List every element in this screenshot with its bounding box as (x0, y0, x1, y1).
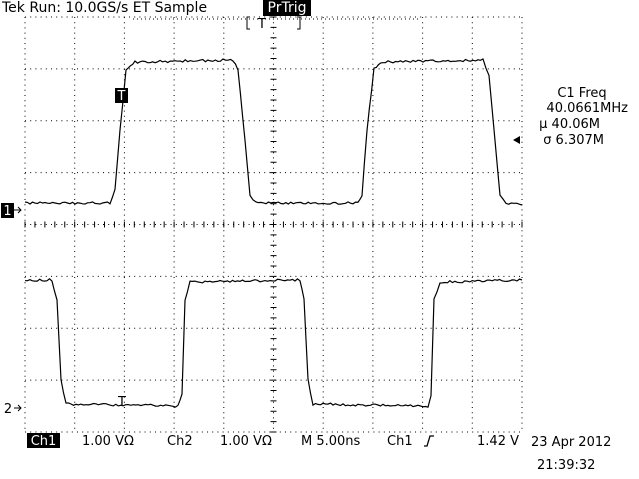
date: 23 Apr 2012 (531, 435, 611, 450)
trigger-slope-icon (424, 435, 434, 447)
graticule (24, 16, 523, 433)
channel-1-marker-box (1, 203, 14, 218)
ch1-scale: 1.00 VΩ (82, 434, 134, 449)
ch2-label: Ch2 (167, 434, 193, 449)
channel-2-waveform (25, 278, 523, 408)
ch1-label: Ch1 (31, 434, 57, 449)
timebase: M 5.00ns (301, 434, 361, 449)
measurement-mean: μ 40.06M (539, 117, 600, 132)
channel-1-waveform (24, 58, 523, 206)
status-text: Tek Run: 10.0GS/s ET Sample (1, 0, 207, 16)
trigger-state: PrTrig (268, 0, 307, 16)
channel-1-marker: 1 (3, 204, 11, 219)
channel-2-trigger-marker: T (117, 395, 126, 410)
measurement-label: C1 Freq (557, 86, 606, 101)
channel-1-trigger-marker: T (117, 89, 126, 104)
trigger-level-indicator (513, 136, 520, 144)
channel-1-trigger-box (115, 88, 128, 103)
trigger-position: T (257, 17, 266, 32)
channel-2-arrow (14, 404, 22, 412)
measurement-value: 40.0661MHz (546, 101, 628, 116)
time: 21:39:32 (537, 458, 595, 473)
channel-1-arrow (14, 206, 22, 214)
channel-2-marker: 2 (4, 402, 12, 417)
record-bracket (246, 16, 301, 30)
ch2-scale: 1.00 VΩ (220, 434, 272, 449)
ch1-label-box (27, 433, 60, 448)
trigger-source: Ch1 (387, 434, 413, 449)
trigger-state-box (263, 0, 311, 16)
trigger-level: 1.42 V (477, 434, 519, 449)
measurement-std-dev: σ 6.307M (543, 133, 604, 148)
